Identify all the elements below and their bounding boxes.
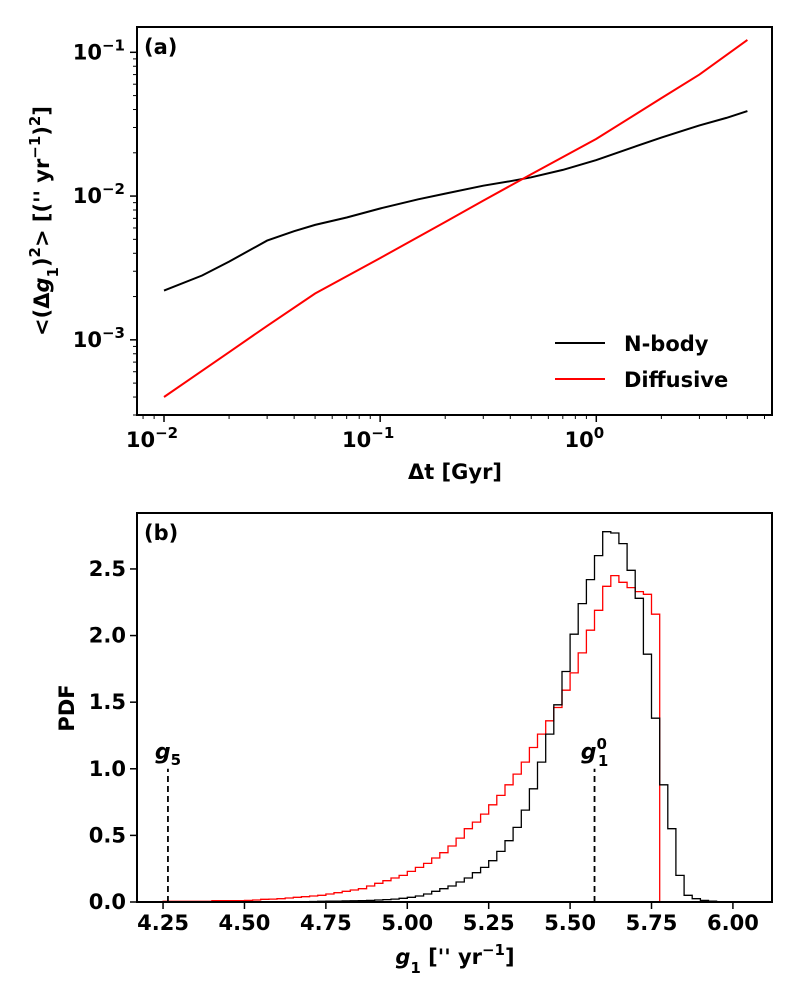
xlabel-b-part: ] [505, 945, 515, 969]
annotation-label: g0 1 [581, 735, 609, 770]
series-line-diffusive [163, 39, 748, 398]
histogram-nbody [292, 531, 726, 903]
ylabel-a-part: ] [30, 106, 54, 116]
tick-base: 10 [73, 40, 102, 64]
annotation-label: g5 [155, 740, 181, 769]
y-tick-label: 2.5 [89, 557, 126, 581]
ylabel-a-part: 2 [26, 116, 44, 126]
y-tick-label: 2.0 [89, 624, 126, 648]
ylabel-a-part: > [('' yr [30, 158, 54, 247]
panel-a-x-axis-title: Δt [Gyr] [408, 460, 502, 484]
xlabel-b-part: 1 [410, 959, 420, 977]
tick-base: 10 [73, 184, 102, 208]
panel-b: g5 g0 1 4.25 4.50 4.75 5.00 5.25 5.50 5.75 6.000.… [55, 512, 773, 977]
y-tick-label: 1.0 [89, 757, 126, 781]
panel-a-label: (a) [144, 35, 177, 59]
series-line-nbody [163, 110, 748, 292]
tick-exp: −2 [155, 424, 178, 442]
y-tick-label: 10−3 [73, 324, 125, 352]
tick-base: 10 [73, 328, 102, 352]
panel-a-frame [136, 26, 773, 416]
xlabel-b-part: g [395, 945, 410, 969]
y-tick-label: 0.5 [89, 823, 126, 847]
y-tick-label: 10−2 [73, 180, 125, 208]
panel-b-x-axis-title: g1 ['' yr−1] [395, 941, 514, 977]
panel-b-ticks: 4.25 4.50 4.75 5.00 5.25 5.50 5.75 6.00 0.0 0.5 1.… [89, 557, 759, 935]
tick-exp: −1 [102, 36, 125, 54]
panel-b-histograms [162, 531, 726, 903]
x-tick-label: 4.50 [219, 911, 271, 935]
panel-b-frame [136, 512, 773, 903]
panel-a-series-lines [163, 39, 748, 398]
panel-b-label: (b) [144, 521, 178, 545]
x-tick-label: 10−1 [342, 424, 394, 452]
histogram-diffusive [162, 574, 661, 902]
y-tick-label: 0.0 [89, 890, 126, 914]
ylabel-a-part: <(Δ [30, 292, 54, 336]
x-tick-label: 5.25 [463, 911, 515, 935]
xlabel-b-part: −1 [482, 941, 505, 959]
ylabel-a-part: ) [30, 257, 54, 267]
panel-a-legend: N-body Diffusive [555, 332, 728, 392]
x-tick-label: 4.25 [137, 911, 189, 935]
tick-exp: 0 [594, 424, 604, 442]
x-tick-label: 5.00 [381, 911, 433, 935]
y-tick-label: 10−1 [73, 36, 125, 64]
xlabel-b-part: ['' yr [421, 945, 483, 969]
tick-exp: −1 [371, 424, 394, 442]
tick-base: 10 [126, 428, 155, 452]
ylabel-a-part: 1 [44, 267, 62, 277]
tick-base: 10 [564, 428, 593, 452]
annotation-sup: 0 [596, 735, 606, 753]
legend-nbody-label: N-body [624, 332, 709, 356]
tick-base: 10 [342, 428, 371, 452]
x-tick-label: 100 [564, 424, 604, 452]
legend-diffusive-label: Diffusive [624, 368, 728, 392]
tick-exp: −2 [102, 180, 125, 198]
panel-b-annotations: g5 g0 1 [155, 735, 608, 902]
ylabel-a-part: g [30, 277, 54, 292]
panel-b-y-axis-title: PDF [55, 684, 79, 731]
x-tick-label: 5.75 [626, 911, 678, 935]
ylabel-a-part: −1 [26, 136, 44, 159]
panel-a-y-axis-title: <(Δg1)2> [('' yr−1)2] [26, 106, 62, 336]
x-tick-label: 10−2 [126, 424, 178, 452]
annotation-sub: 1 [598, 752, 608, 770]
x-tick-label: 6.00 [707, 911, 759, 935]
x-tick-label: 5.50 [544, 911, 596, 935]
ylabel-a-part: ) [30, 126, 54, 136]
y-tick-label: 1.5 [89, 690, 126, 714]
ylabel-a-part: 2 [26, 247, 44, 257]
annotation-base: g [581, 740, 597, 765]
annotation-sub: 5 [171, 751, 181, 769]
annotation-base: g [155, 740, 171, 765]
x-tick-label: 4.75 [300, 911, 352, 935]
tick-exp: −3 [102, 324, 125, 342]
